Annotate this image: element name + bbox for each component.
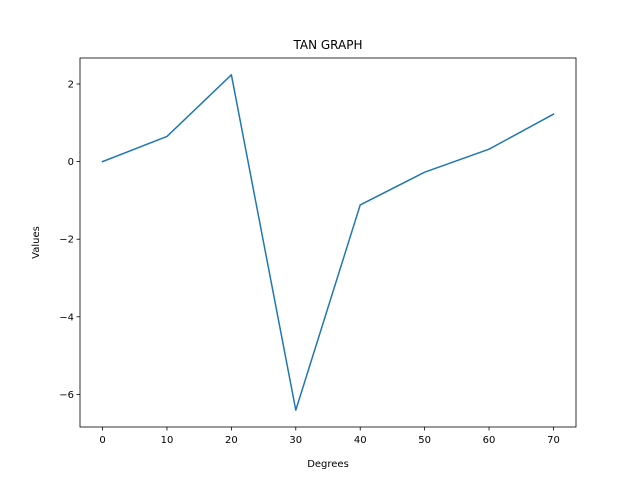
x-tick-label: 30 <box>289 435 302 446</box>
y-tick-label: −2 <box>59 235 74 246</box>
x-tick-label: 50 <box>418 435 431 446</box>
x-axis-label: Degrees <box>307 459 349 470</box>
x-tick-label: 60 <box>483 435 496 446</box>
plot-frame <box>79 57 577 428</box>
y-tick-label: −4 <box>59 312 74 323</box>
x-tick-label: 0 <box>99 435 105 446</box>
x-tick-label: 10 <box>161 435 174 446</box>
tan-series-line <box>101 74 555 411</box>
marks-layer: 0 10 20 30 40 50 60 70 −6 −4 −2 0 2 <box>59 74 560 446</box>
y-tick-label: 0 <box>68 157 74 168</box>
y-tick-label: 2 <box>68 79 74 90</box>
chart-title: TAN GRAPH <box>292 38 362 52</box>
x-tick-label: 70 <box>547 435 560 446</box>
y-tick-label: −6 <box>59 390 74 401</box>
x-tick-label: 40 <box>354 435 367 446</box>
plot-area <box>80 58 576 427</box>
x-tick-label: 20 <box>225 435 238 446</box>
y-axis-label: Values <box>31 226 42 259</box>
